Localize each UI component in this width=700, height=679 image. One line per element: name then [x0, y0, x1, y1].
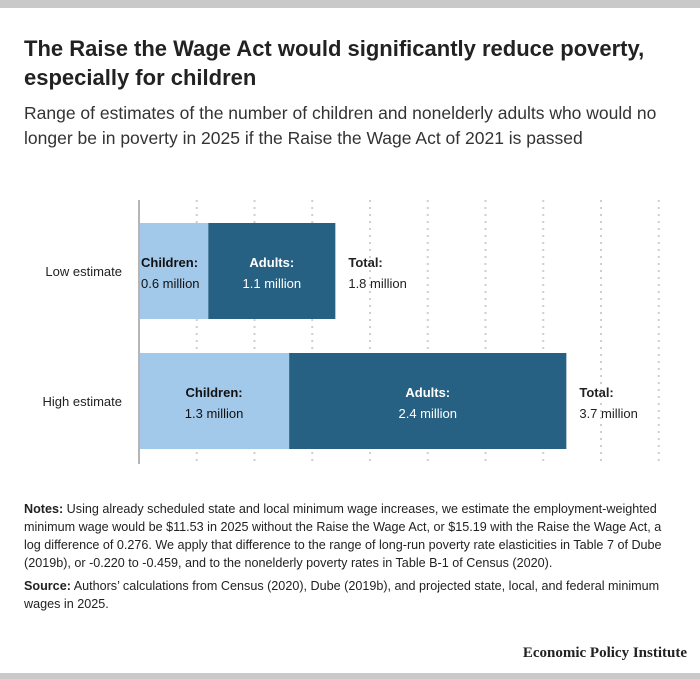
source-text: Authors’ calculations from Census (2020)… — [24, 579, 660, 611]
segment-value-children: 0.6 million — [141, 276, 200, 291]
brand-logo-text: Economic Policy Institute — [522, 645, 687, 661]
notes-text: Using already scheduled state and local … — [24, 502, 662, 570]
total-label: Total: — [579, 385, 613, 400]
bar-segment-adults — [289, 353, 567, 449]
segment-value-children: 1.3 million — [185, 406, 244, 421]
segment-label-children: Children: — [186, 385, 243, 400]
notes-label: Notes: — [24, 502, 64, 516]
segment-label-adults: Adults: — [405, 385, 450, 400]
stacked-bar-chart: Low estimate Children: 0.6 million Adults: 1… — [43, 200, 660, 464]
category-label: High estimate — [43, 394, 122, 409]
category-label: Low estimate — [45, 264, 122, 279]
chart-subtitle: Range of estimates of the number of chil… — [24, 103, 657, 148]
segment-value-adults: 2.4 million — [398, 406, 457, 421]
segment-label-adults: Adults: — [249, 255, 294, 270]
source-label: Source: — [24, 579, 71, 593]
top-border-bar — [0, 0, 700, 8]
bottom-border-bar — [0, 673, 700, 679]
segment-value-adults: 1.1 million — [243, 276, 302, 291]
bar-segment-children — [139, 353, 290, 449]
bar-segment-children — [139, 223, 209, 319]
bar-segment-adults — [208, 223, 336, 319]
notes-section: Notes: Using already scheduled state and… — [24, 500, 679, 618]
total-label: Total: — [348, 255, 382, 270]
chart-title: The Raise the Wage Act would significant… — [24, 36, 645, 90]
total-value: 1.8 million — [348, 276, 407, 291]
total-value: 3.7 million — [579, 406, 638, 421]
source-paragraph: Source: Authors’ calculations from Censu… — [24, 577, 679, 613]
notes-paragraph: Notes: Using already scheduled state and… — [24, 500, 679, 572]
segment-label-children: Children: — [141, 255, 198, 270]
